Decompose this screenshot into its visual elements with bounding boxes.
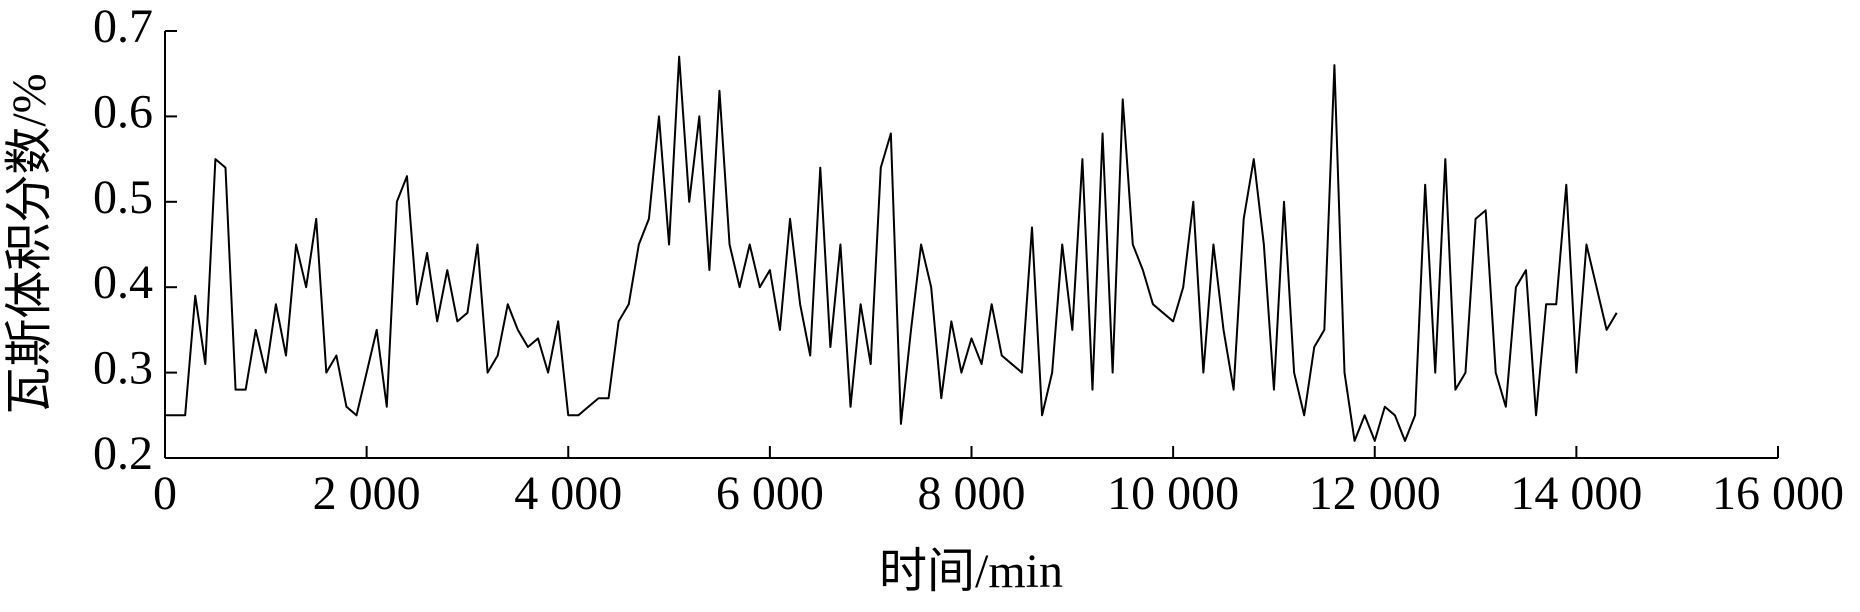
x-tick-label: 8 000 (918, 467, 1026, 520)
y-axis-label: 瓦斯体积分数/% (3, 73, 56, 414)
x-tick-label: 12 000 (1309, 467, 1441, 520)
x-axis-label: 时间/min (879, 545, 1063, 598)
x-tick-label: 14 000 (1510, 467, 1642, 520)
y-tick-label: 0.5 (93, 171, 153, 224)
y-tick-label: 0.4 (93, 256, 153, 309)
x-tick-label: 6 000 (716, 467, 824, 520)
x-tick-label: 0 (153, 467, 177, 520)
y-tick-label: 0.2 (93, 427, 153, 480)
data-line (165, 55, 1618, 442)
y-tick-label: 0.6 (93, 85, 153, 138)
y-tick-label: 0.7 (93, 0, 153, 53)
x-tick-label: 4 000 (514, 467, 622, 520)
x-tick-label: 16 000 (1712, 467, 1844, 520)
x-tick-label: 10 000 (1107, 467, 1239, 520)
y-tick-label: 0.3 (93, 342, 153, 395)
x-tick-label: 2 000 (313, 467, 421, 520)
